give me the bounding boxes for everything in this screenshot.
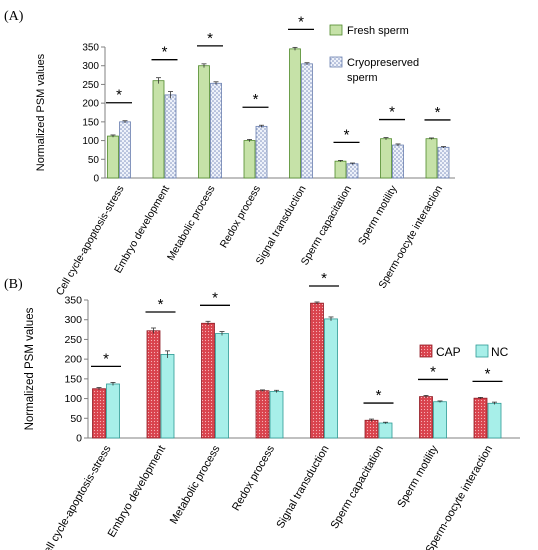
y-tick-label: 50 — [88, 155, 100, 166]
panel-label: (B) — [4, 277, 23, 292]
legend-label: NC — [491, 345, 509, 359]
legend-label-line: sperm — [347, 72, 378, 84]
bar-s0 — [201, 322, 215, 439]
legend-swatch — [419, 344, 433, 358]
bar-s1 — [301, 63, 313, 179]
y-tick-label: 0 — [76, 433, 82, 445]
y-axis-label: Normalized PSM values — [24, 307, 36, 430]
bar-s0 — [425, 138, 438, 179]
bar-s1 — [324, 318, 338, 439]
bar-s1 — [119, 121, 131, 179]
significance-marker: * — [158, 296, 164, 313]
category-label: Redox process — [230, 443, 277, 513]
significance-marker: * — [321, 270, 327, 287]
y-tick-label: 300 — [64, 314, 82, 326]
legend-label: CAP — [436, 345, 461, 359]
bar-s0 — [92, 388, 106, 439]
significance-marker: * — [116, 87, 122, 104]
bar-s0 — [146, 330, 161, 439]
bar-s1 — [269, 391, 284, 439]
category-label: Sperm capacitation — [329, 444, 386, 532]
category-label: Embryo development — [106, 444, 168, 540]
significance-marker: * — [485, 365, 491, 382]
legend-swatch — [475, 344, 489, 358]
y-tick-label: 300 — [82, 61, 99, 72]
y-axis-label: Normalized PSM values — [35, 53, 47, 171]
y-tick-label: 0 — [93, 174, 99, 185]
significance-marker: * — [298, 13, 304, 30]
bar-s1 — [160, 354, 175, 439]
bar-s1 — [106, 383, 120, 439]
panel-label: (A) — [4, 9, 24, 24]
legend-label: Cryopreserved sperm — [347, 57, 419, 84]
significance-marker: * — [162, 44, 168, 61]
bar-s0 — [255, 390, 270, 439]
bar-s1 — [164, 94, 177, 179]
significance-marker: * — [389, 104, 395, 121]
bar-s0 — [380, 138, 392, 179]
legend-swatch — [329, 24, 343, 36]
y-tick-label: 150 — [82, 117, 99, 128]
bar-s1 — [437, 146, 450, 179]
significance-marker: * — [207, 30, 213, 47]
significance-marker: * — [430, 363, 436, 380]
legend-label-line: Cryopreserved — [347, 57, 419, 69]
bar-s0 — [334, 160, 347, 179]
legend-label: Fresh sperm — [347, 25, 409, 37]
bar-s1 — [378, 422, 393, 439]
significance-marker: * — [212, 289, 218, 306]
bar-s0 — [364, 419, 379, 439]
category-label: Metabolic process — [165, 184, 218, 263]
significance-marker: * — [253, 91, 259, 108]
bar-s0 — [152, 80, 165, 179]
y-tick-label: 250 — [82, 80, 99, 91]
bar-s0 — [310, 302, 324, 439]
category-label: Sperm capacitation — [299, 183, 354, 267]
category-label: Redox process — [218, 184, 263, 251]
y-tick-label: 200 — [82, 99, 99, 110]
bar-s1 — [210, 82, 222, 179]
y-tick-label: 350 — [82, 43, 99, 54]
bar-s0 — [289, 48, 301, 179]
significance-marker: * — [344, 126, 350, 143]
bar-s1 — [255, 125, 268, 179]
bar-s1 — [433, 401, 447, 439]
category-label: Signal transduction — [254, 183, 309, 266]
y-tick-label: 350 — [64, 295, 82, 307]
category-label: Sperm motility — [356, 183, 400, 247]
y-tick-label: 100 — [82, 136, 99, 147]
significance-marker: * — [103, 350, 109, 367]
category-label: Metabolic process — [168, 443, 223, 526]
bar-s1 — [487, 402, 502, 439]
y-tick-label: 250 — [64, 334, 82, 346]
legend-swatch — [329, 56, 343, 68]
y-tick-label: 100 — [64, 393, 82, 405]
y-tick-label: 150 — [64, 373, 82, 385]
y-tick-label: 50 — [70, 413, 82, 425]
category-label: Signal transduction — [274, 444, 331, 531]
bar-s0 — [107, 135, 119, 179]
significance-marker: * — [376, 387, 382, 404]
category-label: Cell cycle-apoptosis-stress — [54, 184, 127, 298]
bar-s0 — [473, 397, 488, 439]
bar-s0 — [419, 396, 433, 439]
bar-s0 — [198, 65, 210, 179]
bar-s0 — [243, 140, 256, 179]
y-tick-label: 200 — [64, 354, 82, 366]
significance-marker: * — [435, 104, 441, 121]
bar-s1 — [215, 333, 229, 439]
category-label: Sperm motility — [395, 443, 440, 510]
bar-s1 — [392, 144, 404, 179]
bar-s1 — [346, 163, 359, 179]
category-label: Cell cycle-apoptosis-stress — [38, 443, 114, 550]
